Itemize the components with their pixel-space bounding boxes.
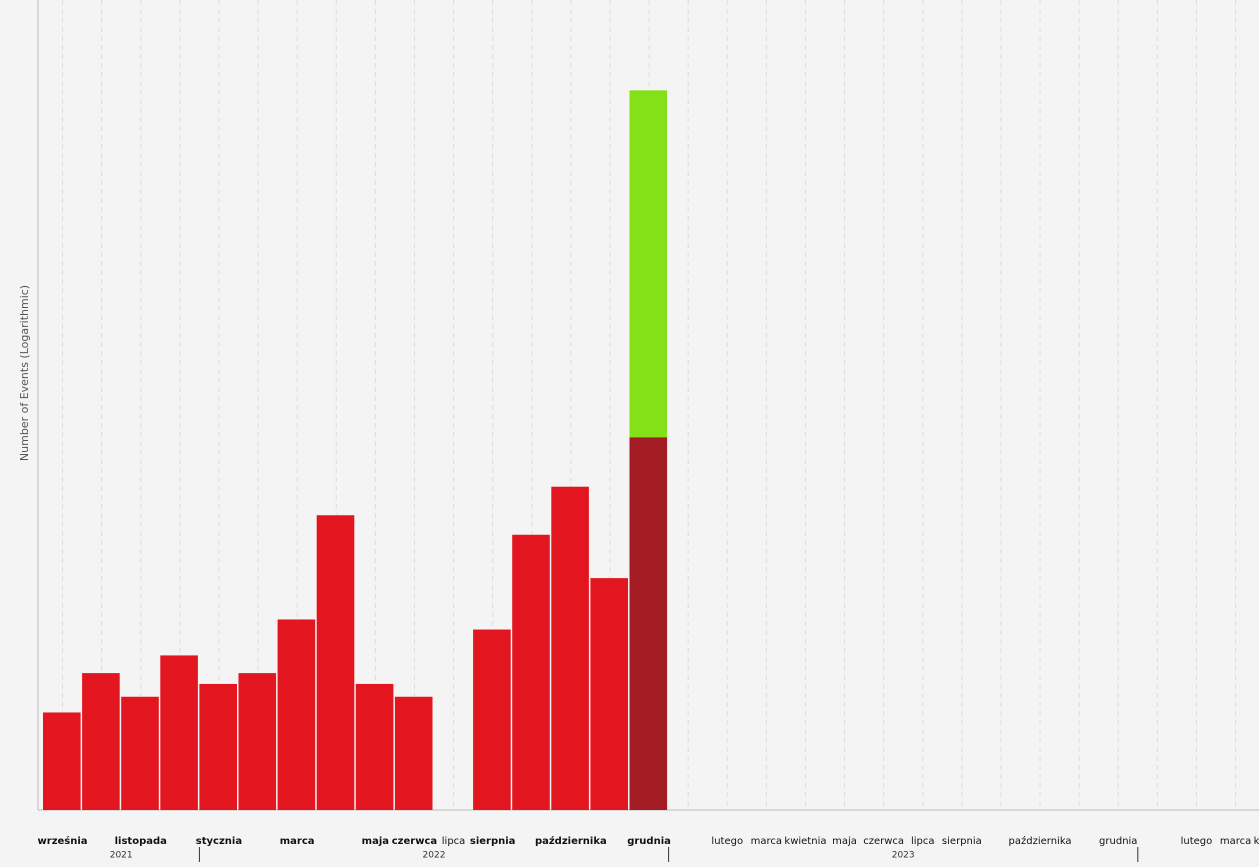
bar bbox=[629, 90, 668, 438]
y-axis-label: Number of Events (Logarithmic) bbox=[18, 285, 31, 461]
x-tick-label: lipca bbox=[442, 836, 466, 847]
bar bbox=[43, 712, 81, 810]
bar bbox=[629, 437, 668, 810]
x-tick-label: lutego bbox=[1181, 836, 1213, 847]
x-tick-label: lutego bbox=[711, 836, 743, 847]
bar bbox=[238, 673, 277, 810]
bar bbox=[160, 655, 198, 810]
x-tick-label: kwietnia bbox=[1254, 836, 1259, 847]
bar bbox=[199, 683, 237, 810]
x-tick-label: marca bbox=[751, 836, 782, 847]
bar bbox=[551, 486, 589, 810]
x-tick-label: października bbox=[1009, 835, 1072, 847]
bar bbox=[82, 673, 120, 810]
bar bbox=[355, 683, 394, 810]
x-tick-label: listopada bbox=[115, 836, 167, 847]
x-tick-label: czerwca bbox=[392, 836, 437, 847]
bar bbox=[121, 696, 159, 810]
x-tick-label: kwietnia bbox=[784, 836, 826, 847]
bar bbox=[512, 534, 550, 810]
x-tick-label: sierpnia bbox=[470, 836, 516, 847]
x-tick-label: maja bbox=[832, 836, 857, 847]
bar bbox=[277, 619, 316, 810]
bar bbox=[473, 629, 511, 810]
year-label: 2022 bbox=[423, 851, 446, 861]
x-tick-label: maja bbox=[362, 836, 389, 847]
x-tick-label: grudnia bbox=[627, 836, 671, 847]
x-tick-label: marca bbox=[1220, 836, 1251, 847]
x-tick-label: lipca bbox=[911, 836, 935, 847]
x-tick-label: czerwca bbox=[863, 836, 904, 847]
year-label: 2021 bbox=[110, 851, 133, 861]
x-tick-label: stycznia bbox=[196, 836, 242, 847]
year-label: 2023 bbox=[892, 851, 915, 861]
x-tick-label: sierpnia bbox=[942, 836, 982, 847]
x-tick-label: marca bbox=[280, 836, 315, 847]
x-tick-label: października bbox=[535, 835, 607, 847]
bar bbox=[316, 515, 355, 810]
x-tick-label: grudnia bbox=[1099, 836, 1137, 847]
bar bbox=[394, 696, 433, 810]
x-tick-label: września bbox=[38, 835, 88, 847]
bar bbox=[590, 578, 628, 810]
